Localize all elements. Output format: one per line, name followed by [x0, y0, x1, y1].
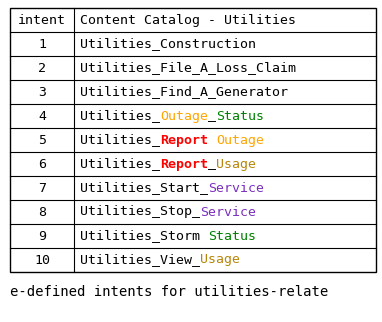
Text: Status: Status	[208, 230, 256, 242]
Text: Usage: Usage	[200, 253, 240, 267]
Text: Service: Service	[208, 182, 264, 194]
Text: 9: 9	[38, 230, 46, 242]
Text: Utilities_Stop_: Utilities_Stop_	[80, 205, 200, 219]
Text: 7: 7	[38, 182, 46, 194]
Text: _: _	[208, 109, 216, 122]
Text: 8: 8	[38, 205, 46, 219]
Bar	[10, 8, 376, 272]
Text: Status: Status	[216, 109, 264, 122]
Text: intent: intent	[18, 14, 66, 26]
Text: Report: Report	[160, 134, 208, 147]
Text: Utilities_: Utilities_	[80, 134, 160, 147]
Text: Usage: Usage	[216, 157, 256, 171]
Text: Utilities_File_A_Loss_Claim: Utilities_File_A_Loss_Claim	[80, 62, 296, 74]
Text: e-defined intents for utilities-relate: e-defined intents for utilities-relate	[10, 285, 328, 299]
Text: _: _	[208, 157, 216, 171]
Text: 5: 5	[38, 134, 46, 147]
Text: Content Catalog - Utilities: Content Catalog - Utilities	[80, 14, 296, 26]
Text: Utilities_Start_: Utilities_Start_	[80, 182, 208, 194]
Text: 10: 10	[34, 253, 50, 267]
Text: Outage: Outage	[216, 134, 264, 147]
Text: Utilities_View_: Utilities_View_	[80, 253, 200, 267]
Text: Utilities_Storm: Utilities_Storm	[80, 230, 208, 242]
Text: 6: 6	[38, 157, 46, 171]
Text: Utilities_Find_A_Generator: Utilities_Find_A_Generator	[80, 86, 288, 99]
Text: Utilities_: Utilities_	[80, 157, 160, 171]
Text: 2: 2	[38, 62, 46, 74]
Text: Report: Report	[160, 157, 208, 171]
Text: Utilities_: Utilities_	[80, 109, 160, 122]
Text: Service: Service	[200, 205, 256, 219]
Text: 1: 1	[38, 37, 46, 51]
Text: Outage: Outage	[160, 109, 208, 122]
Text: Utilities_Construction: Utilities_Construction	[80, 37, 256, 51]
Text: 4: 4	[38, 109, 46, 122]
Text: 3: 3	[38, 86, 46, 99]
